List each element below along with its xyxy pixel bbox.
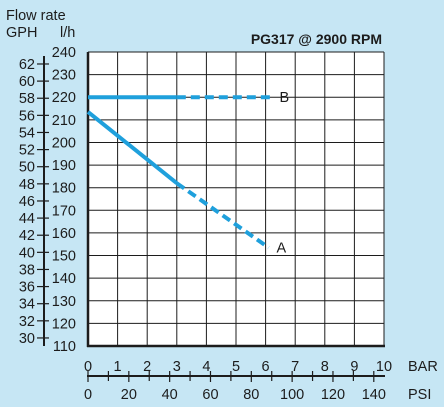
x-tick-label-bar: 8 [321,359,329,375]
x-tick-label-psi: 40 [162,387,178,403]
x-tick-label-bar: 2 [143,359,151,375]
y-tick-label-lh: 190 [52,158,76,174]
y-axis-lh-label: l/h [60,25,75,41]
y-tick-label-lh: 140 [52,271,76,287]
y-tick-label-lh: 120 [52,316,76,332]
y-tick-label-gph: 42 [19,228,35,244]
y-tick-label-gph: 54 [19,125,35,141]
y-tick-label-gph: 34 [19,297,35,313]
y-tick-label-lh: 240 [52,45,76,61]
y-tick-label-gph: 44 [19,211,35,227]
y-tick-label-lh: 230 [52,68,76,84]
y-tick-label-lh: 210 [52,113,76,129]
grid [88,51,385,346]
y-tick-label-gph: 46 [19,194,35,210]
y-tick-label-gph: 58 [19,91,35,107]
y-tick-label-lh: 180 [52,181,76,197]
series-a-dashed-line [175,181,270,250]
y-tick-label-gph: 40 [19,245,35,261]
series-a-label: A [277,241,287,257]
labels: 1101201301401501601701801902002102202302… [19,45,392,403]
y-tick-label-lh: 130 [52,294,76,310]
x-tick-label-bar: 4 [202,359,210,375]
y-tick-label-gph: 50 [19,160,35,176]
series-b-label: B [280,90,290,106]
x-tick-label-bar: 10 [376,359,392,375]
y-tick-label-lh: 160 [52,226,76,242]
y-tick-label-gph: 62 [19,57,35,73]
series-a-solid-line [86,110,179,185]
x-tick-label-bar: 5 [232,359,240,375]
y-tick-label-gph: 48 [19,177,35,193]
x-tick-label-psi: 60 [202,387,218,403]
y-tick-label-gph: 30 [19,331,35,347]
x-axis-psi-label: PSI [408,387,431,403]
x-tick-label-bar: 0 [84,359,92,375]
x-tick-label-psi: 0 [84,387,92,403]
series-lines [86,95,272,250]
y-tick-label-gph: 36 [19,280,35,296]
x-tick-label-psi: 100 [280,387,304,403]
y-tick-label-lh: 150 [52,249,76,265]
y-tick-label-gph: 38 [19,262,35,278]
x-tick-label-bar: 6 [262,359,270,375]
y-tick-label-gph: 52 [19,143,35,159]
y-tick-label-lh: 220 [52,90,76,106]
x-tick-label-psi: 120 [321,387,345,403]
x-tick-label-bar: 1 [114,359,122,375]
x-tick-label-psi: 80 [243,387,259,403]
y-tick-label-lh: 110 [53,339,76,355]
x-tick-label-psi: 20 [121,387,137,403]
y-tick-label-lh: 170 [52,203,76,219]
y-tick-label-gph: 60 [19,74,35,90]
axes [37,52,385,382]
x-tick-label-psi: 140 [362,387,386,403]
x-axis-bar-label: BAR [408,359,438,375]
y-axis-gph-label: GPH [6,25,37,41]
x-tick-label-bar: 7 [291,359,299,375]
y-tick-label-lh: 200 [52,135,76,151]
x-tick-label-bar: 9 [350,359,358,375]
y-tick-label-gph: 32 [19,314,35,330]
chart-title: PG317 @ 2900 RPM [251,31,382,47]
y-axis-main-label: Flow rate [6,8,66,24]
y-tick-label-gph: 56 [19,108,35,124]
x-tick-label-bar: 3 [173,359,181,375]
